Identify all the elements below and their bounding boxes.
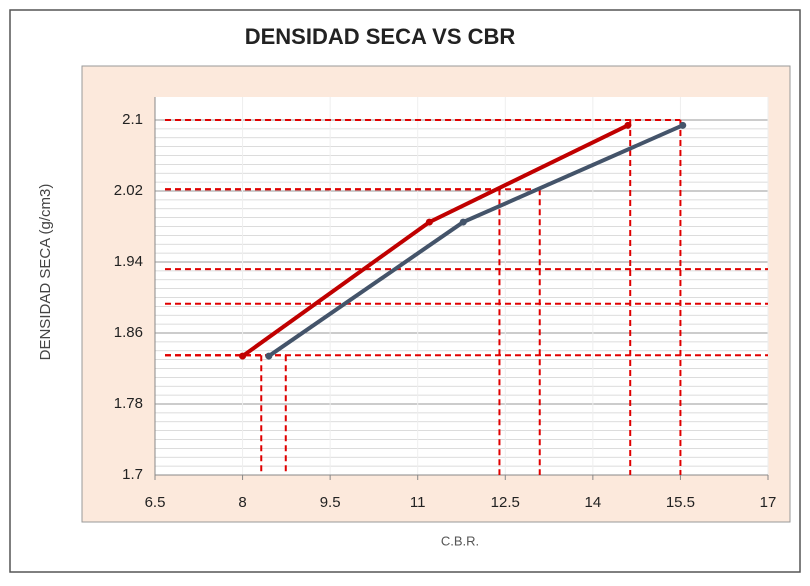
x-tick-label: 6.5 (145, 494, 166, 511)
plot-area (155, 97, 768, 475)
data-point (239, 352, 247, 360)
y-tick-label: 1.86 (114, 324, 143, 341)
x-tick-label: 14 (585, 494, 602, 511)
x-tick-label: 17 (760, 494, 777, 511)
x-axis-label: C.B.R. (441, 533, 479, 548)
x-tick-label: 15.5 (666, 494, 695, 511)
data-point (459, 218, 467, 226)
x-tick-label: 8 (238, 494, 246, 511)
data-point (679, 121, 687, 129)
chart-title: DENSIDAD SECA VS CBR (245, 24, 516, 49)
data-point (624, 121, 632, 129)
y-tick-label: 2.02 (114, 182, 143, 199)
x-tick-label: 11 (410, 494, 426, 511)
y-tick-label: 2.1 (122, 111, 143, 128)
y-axis-label: DENSIDAD SECA (g/cm3) (37, 184, 54, 361)
y-tick-label: 1.7 (122, 466, 143, 483)
x-tick-label: 12.5 (491, 494, 520, 511)
y-tick-label: 1.94 (114, 253, 143, 270)
y-tick-label: 1.78 (114, 395, 143, 412)
data-point (425, 218, 433, 226)
x-tick-label: 9.5 (320, 494, 341, 511)
data-point (265, 352, 273, 360)
